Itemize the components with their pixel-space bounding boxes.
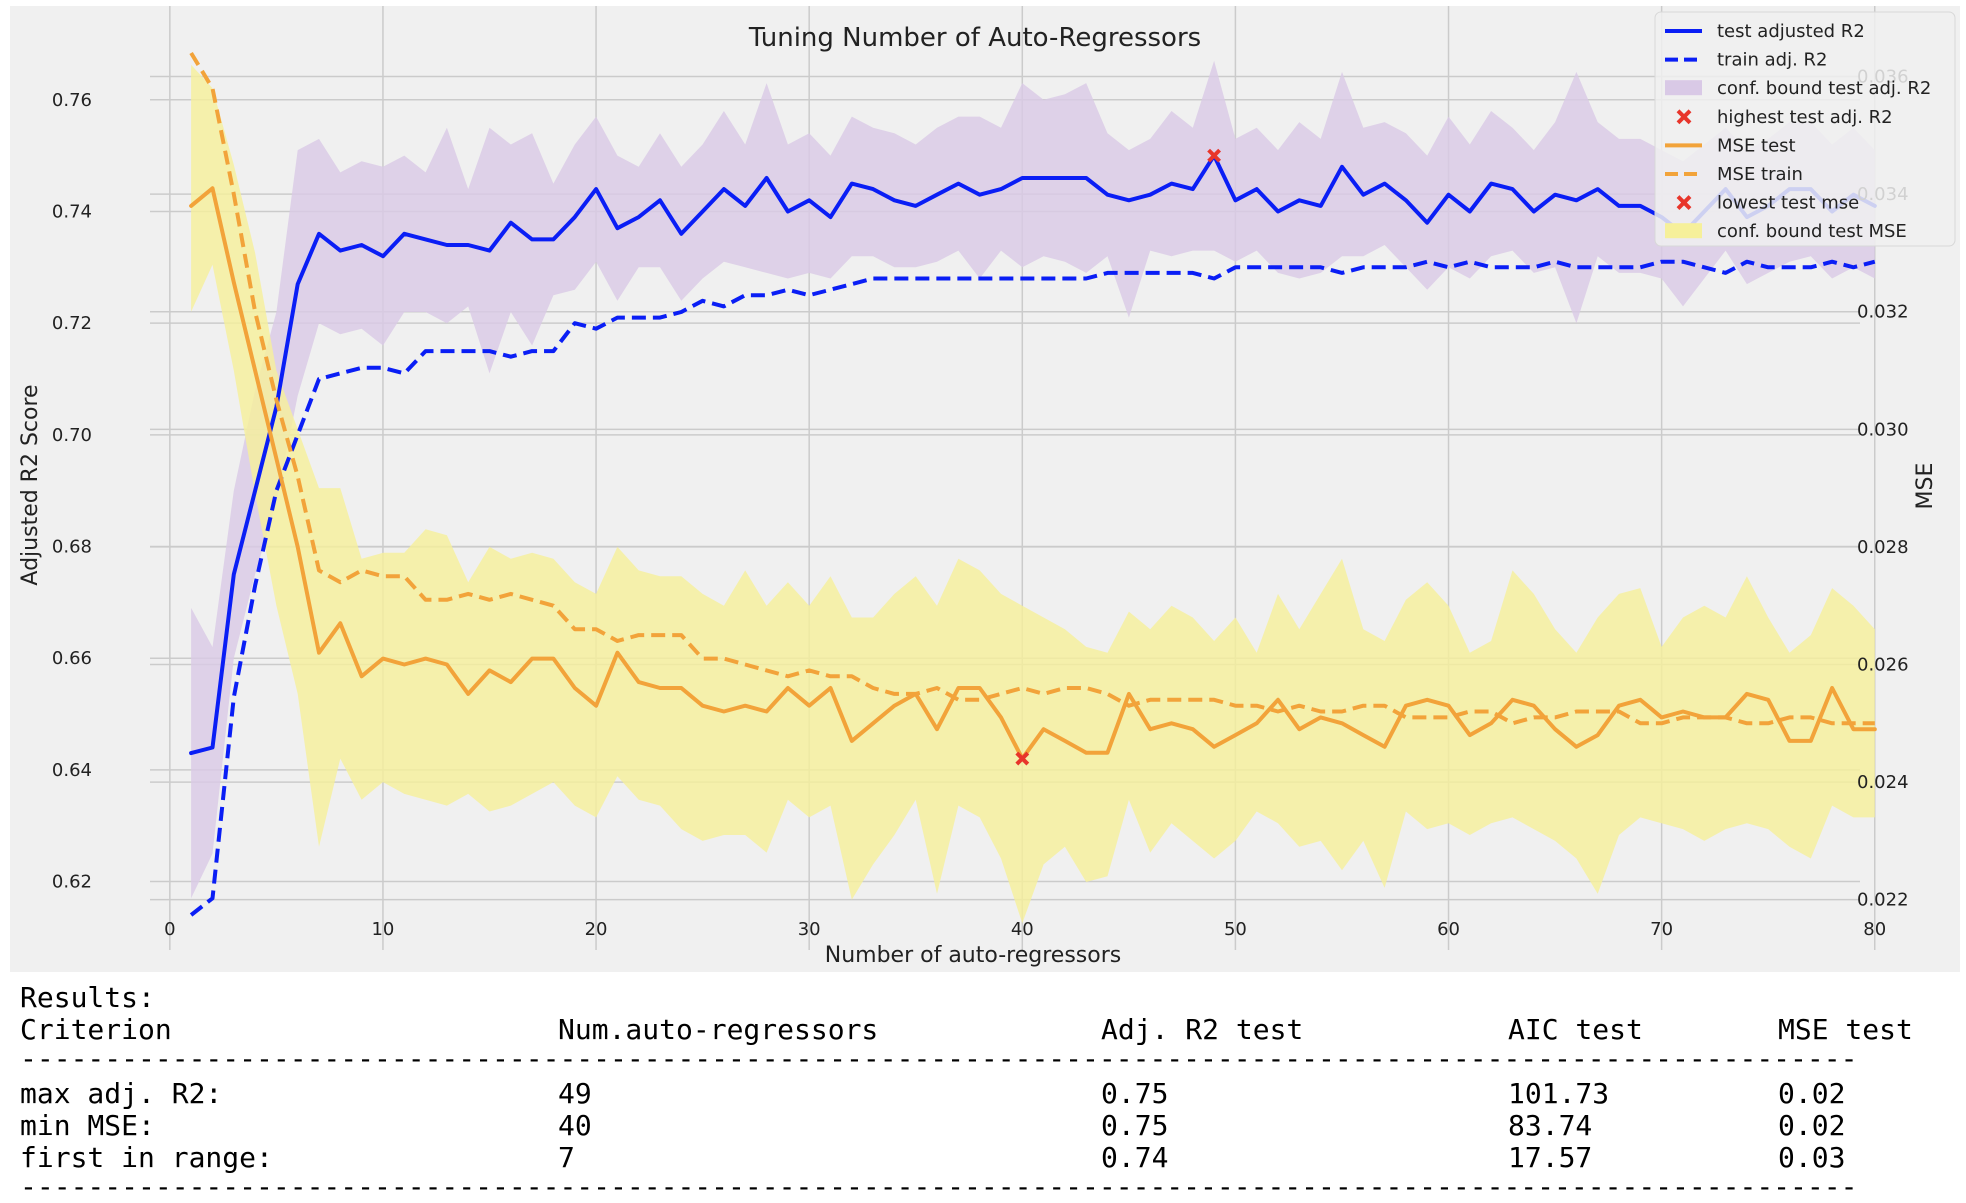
legend-label: train adj. R2 <box>1717 50 1827 71</box>
y-tick-label: 0.72 <box>52 313 92 334</box>
x-axis-label: Number of auto-regressors <box>825 943 1121 968</box>
y2-tick-label: 0.028 <box>1857 537 1909 558</box>
x-tick-label: 60 <box>1437 919 1460 940</box>
x-tick-label: 50 <box>1224 919 1247 940</box>
x-tick-label: 20 <box>585 919 608 940</box>
legend-swatch <box>1665 80 1702 96</box>
row-aic: 17.57 <box>1508 1141 1593 1174</box>
y-tick-label: 0.64 <box>52 760 92 781</box>
col-mse-test: MSE test <box>1778 1013 1913 1046</box>
legend-label: conf. bound test adj. R2 <box>1717 78 1931 99</box>
x-tick-label: 30 <box>798 919 821 940</box>
row-adj-r2: 0.75 <box>1101 1077 1169 1110</box>
legend-label: lowest test mse <box>1717 193 1859 214</box>
results-table: Results: Criterion Num.auto-regressors A… <box>0 976 1966 1203</box>
row-num: 40 <box>558 1109 592 1142</box>
y-tick-label: 0.76 <box>52 90 92 111</box>
y2-tick-label: 0.026 <box>1857 655 1909 676</box>
marker-stroke <box>1207 148 1222 163</box>
row-criterion: max adj. R2: <box>20 1077 223 1110</box>
col-criterion: Criterion <box>20 1013 172 1046</box>
col-aic-test: AIC test <box>1508 1013 1643 1046</box>
col-adj-r2-test: Adj. R2 test <box>1101 1013 1304 1046</box>
x-tick-label: 10 <box>371 919 394 940</box>
conf-band-mse <box>191 64 1875 924</box>
marker-lowest-test-mse <box>1015 751 1030 766</box>
chart-title: Tuning Number of Auto-Regressors <box>748 23 1201 53</box>
legend-frame <box>1654 11 1956 247</box>
legend-label: MSE test <box>1717 135 1796 156</box>
legend-swatch <box>1676 195 1692 211</box>
legend-label: MSE train <box>1717 164 1803 185</box>
y2-tick-label: 0.024 <box>1857 772 1909 793</box>
divider-bottom: ----------------------------------------… <box>20 1171 1862 1203</box>
y-tick-label: 0.66 <box>52 648 92 669</box>
row-criterion: min MSE: <box>20 1109 155 1142</box>
divider-top: ----------------------------------------… <box>20 1043 1862 1075</box>
row-criterion: first in range: <box>20 1141 273 1174</box>
marker-highest-test-adj-r2 <box>1207 148 1222 163</box>
y2-tick-label: 0.022 <box>1857 890 1909 911</box>
legend-swatch <box>1665 223 1702 239</box>
x-tick-label: 40 <box>1011 919 1034 940</box>
row-aic: 83.74 <box>1508 1109 1593 1142</box>
y2-tick-label: 0.032 <box>1857 302 1909 323</box>
legend-label: highest test adj. R2 <box>1717 107 1893 128</box>
y-axis-label: Adjusted R2 Score <box>18 384 43 585</box>
row-mse: 0.03 <box>1778 1141 1846 1174</box>
chart-area: 0 10 20 30 40 50 60 70 80 0.62 0.64 0.66 0.68 0.70 0.7… <box>10 6 1960 972</box>
col-num-autoregressors: Num.auto-regressors <box>558 1013 879 1046</box>
series-train-adj-r2 <box>189 259 1876 917</box>
conf-band-r2 <box>191 60 1875 899</box>
y2-tick-label: 0.030 <box>1857 419 1909 440</box>
y2-axis-label: MSE <box>1913 463 1938 510</box>
row-num: 7 <box>558 1141 575 1174</box>
tuning-chart: 0 10 20 30 40 50 60 70 80 0.62 0.64 0.66 0.68 0.70 0.7… <box>10 6 1960 972</box>
series-test-adjusted-r2 <box>189 153 1877 756</box>
row-num: 49 <box>558 1077 592 1110</box>
marker-stroke <box>1015 751 1030 766</box>
row-aic: 101.73 <box>1508 1077 1610 1110</box>
x-tick-label: 80 <box>1863 919 1886 940</box>
legend: test adjusted R2 train adj. R2 conf. bound… <box>1654 11 1956 247</box>
y-tick-label: 0.70 <box>52 425 92 446</box>
x-tick-label: 70 <box>1650 919 1673 940</box>
row-adj-r2: 0.74 <box>1101 1141 1169 1174</box>
legend-label: test adjusted R2 <box>1717 21 1865 42</box>
row-adj-r2: 0.75 <box>1101 1109 1169 1142</box>
y-tick-label: 0.74 <box>52 201 92 222</box>
series-mse-test <box>189 186 1877 761</box>
x-tick-label: 0 <box>164 919 175 940</box>
row-mse: 0.02 <box>1778 1077 1846 1110</box>
series-mse-train <box>189 51 1875 726</box>
y-tick-label: 0.68 <box>52 537 92 558</box>
row-mse: 0.02 <box>1778 1109 1846 1142</box>
results-heading: Results: <box>20 981 155 1014</box>
legend-swatch <box>1676 109 1692 125</box>
legend-label: conf. bound test MSE <box>1717 221 1907 242</box>
y-tick-label: 0.62 <box>52 872 92 893</box>
